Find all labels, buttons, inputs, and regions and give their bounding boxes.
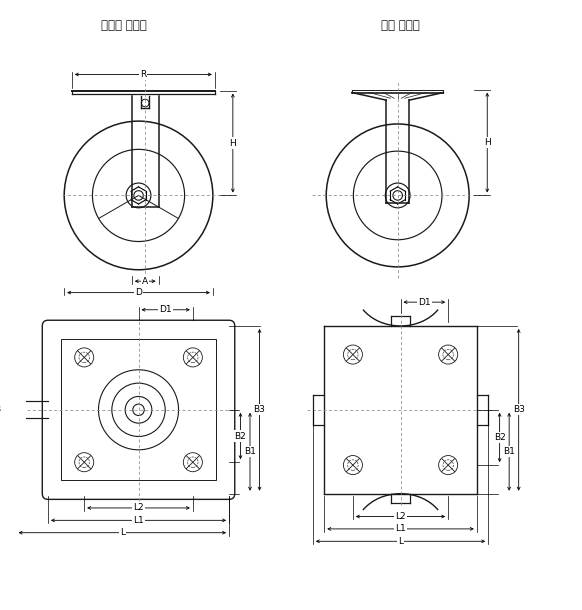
Text: D: D: [135, 288, 142, 297]
Text: H: H: [484, 138, 491, 147]
Text: L1: L1: [395, 525, 406, 533]
Text: B1: B1: [503, 447, 515, 456]
Text: H: H: [229, 138, 236, 148]
Text: L1: L1: [133, 516, 144, 525]
Text: R: R: [140, 70, 147, 79]
Text: L2: L2: [395, 512, 406, 521]
Text: L2: L2: [133, 503, 144, 512]
Bar: [61, 339, 216, 480]
Text: B2: B2: [494, 433, 506, 442]
Text: D1: D1: [418, 298, 431, 307]
Text: B3: B3: [254, 405, 265, 414]
Text: D1: D1: [159, 305, 172, 314]
Text: B1: B1: [244, 447, 256, 456]
Text: B2: B2: [235, 431, 246, 440]
Text: L: L: [120, 528, 125, 537]
Text: 스위벨 캐스터: 스위벨 캐스터: [101, 20, 147, 32]
Text: 고정 캐스터: 고정 캐스터: [381, 20, 420, 32]
Text: L: L: [398, 537, 403, 546]
Text: A: A: [142, 277, 148, 285]
Text: B3: B3: [513, 405, 524, 414]
